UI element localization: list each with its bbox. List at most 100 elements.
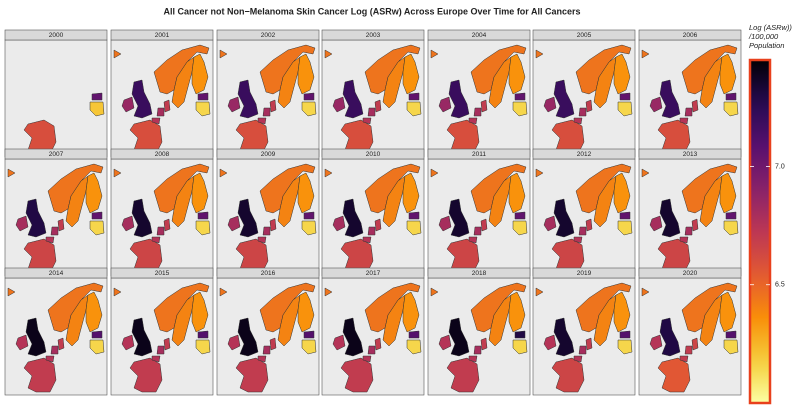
- country: [535, 49, 544, 59]
- country: [362, 117, 372, 125]
- strip: [638, 267, 742, 279]
- country: [719, 172, 737, 214]
- country: [301, 220, 317, 236]
- country: [121, 215, 135, 232]
- country: [468, 355, 478, 363]
- country: [25, 317, 47, 357]
- country: [89, 101, 105, 117]
- map: [23, 92, 105, 155]
- country: [364, 282, 421, 333]
- strip-label: 2014: [49, 270, 64, 277]
- country: [153, 282, 210, 333]
- country: [151, 117, 161, 125]
- country: [468, 117, 478, 125]
- country: [277, 56, 301, 109]
- country: [219, 49, 228, 59]
- strip-label: 2005: [577, 32, 592, 39]
- country: [468, 236, 478, 244]
- country: [649, 96, 663, 113]
- country: [195, 101, 211, 117]
- country: [408, 92, 420, 101]
- country: [156, 226, 165, 236]
- country: [613, 291, 631, 333]
- strip-label: 2009: [261, 151, 276, 158]
- country: [303, 330, 315, 339]
- country: [332, 215, 346, 232]
- country: [301, 339, 317, 355]
- country: [367, 107, 376, 117]
- country: [684, 107, 693, 117]
- map: [430, 44, 528, 155]
- country: [691, 99, 699, 113]
- strip: [216, 148, 320, 160]
- country: [131, 79, 153, 119]
- country: [679, 236, 689, 244]
- country: [585, 99, 593, 113]
- country: [65, 294, 89, 347]
- country: [470, 163, 527, 214]
- country: [402, 172, 420, 214]
- country: [191, 291, 209, 333]
- country: [508, 291, 526, 333]
- strip: [110, 267, 214, 279]
- country: [324, 287, 333, 297]
- strip-label: 2013: [683, 151, 698, 158]
- country: [619, 211, 631, 220]
- country: [342, 198, 364, 238]
- strip: [532, 148, 636, 160]
- strip: [4, 148, 108, 160]
- country: [593, 294, 617, 347]
- country: [85, 291, 103, 333]
- country: [25, 198, 47, 238]
- country: [641, 168, 650, 178]
- country: [480, 99, 488, 113]
- country: [237, 79, 259, 119]
- country: [227, 96, 241, 113]
- country: [473, 345, 482, 355]
- country: [131, 317, 153, 357]
- country: [406, 339, 422, 355]
- country: [374, 218, 382, 232]
- country: [725, 92, 737, 101]
- country: [85, 172, 103, 214]
- country: [448, 79, 470, 119]
- country: [406, 220, 422, 236]
- strip-label: 2011: [472, 151, 486, 158]
- map: [7, 163, 105, 274]
- strip-label: 2008: [155, 151, 170, 158]
- country: [543, 96, 557, 113]
- country: [297, 172, 315, 214]
- country: [219, 168, 228, 178]
- strip: [4, 29, 108, 41]
- country: [470, 282, 527, 333]
- country: [156, 345, 165, 355]
- country: [301, 101, 317, 117]
- country: [50, 226, 59, 236]
- country: [57, 218, 65, 232]
- country: [382, 175, 406, 228]
- strip-label: 2012: [577, 151, 592, 158]
- country: [575, 44, 632, 95]
- strip: [216, 267, 320, 279]
- country: [408, 211, 420, 220]
- map: [641, 163, 739, 274]
- country: [171, 294, 195, 347]
- strip-label: 2010: [366, 151, 381, 158]
- country: [585, 337, 593, 351]
- strip-label: 2006: [683, 32, 698, 39]
- country: [473, 226, 482, 236]
- country: [197, 330, 209, 339]
- map: [641, 282, 739, 393]
- map: [113, 163, 211, 274]
- country: [535, 287, 544, 297]
- country: [121, 96, 135, 113]
- country: [448, 317, 470, 357]
- country: [303, 211, 315, 220]
- country: [617, 220, 633, 236]
- country: [303, 92, 315, 101]
- country: [402, 53, 420, 95]
- strip-label: 2002: [261, 32, 276, 39]
- country: [408, 330, 420, 339]
- country: [480, 337, 488, 351]
- country: [659, 317, 681, 357]
